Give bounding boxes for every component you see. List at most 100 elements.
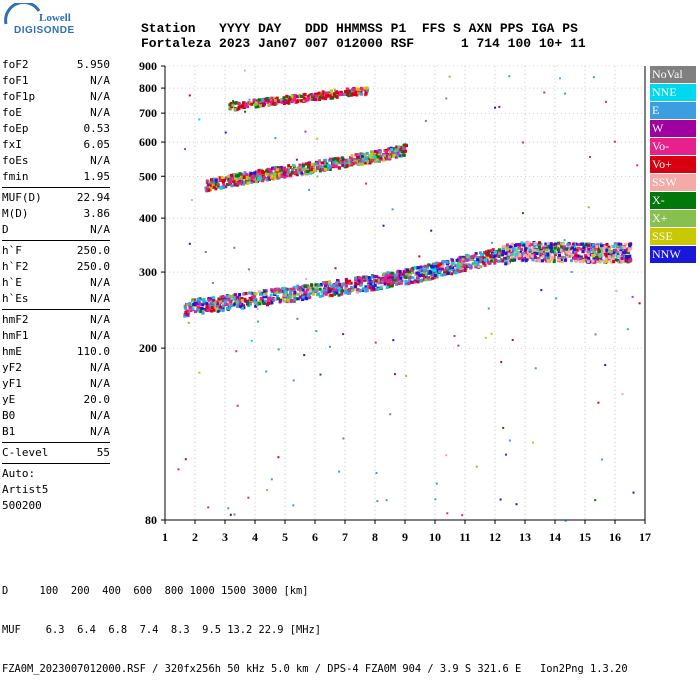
echo-dot-f1 [226,307,229,310]
echo-dot-f1 [228,306,232,310]
echo-dot-f1 [396,278,400,282]
echo-dot-f1 [203,300,207,304]
echo-dot-f1 [487,261,491,265]
echo-dot-f2 [242,182,246,185]
echo-dot-f1 [502,244,506,248]
echo-dot-f1 [435,268,439,272]
echo-dot-f1 [452,262,456,266]
echo-dot-f1 [375,287,379,291]
echo-dot-noise [597,401,600,404]
echo-dot-f2 [233,183,237,187]
echo-dot-f1 [407,282,411,286]
echo-dot-f1 [237,303,240,307]
echo-dot-noise [184,148,187,151]
echo-dot-f1 [439,262,443,266]
echo-dot-f2 [273,175,277,179]
echo-dot-f1 [434,264,438,268]
echo-dot-f1 [301,297,305,301]
echo-dot-f1 [212,308,216,312]
echo-dot-f1 [194,303,197,307]
echo-dot-f1 [487,251,490,255]
echo-dot-f2 [210,184,213,188]
echo-dot-f1 [619,249,623,253]
echo-dot-f1 [545,248,549,252]
echo-dot-f1 [210,309,214,313]
echo-dot-f1 [537,245,541,249]
echo-dot-noise [391,208,394,211]
echo-dot-f2 [222,183,226,187]
echo-dot-f1 [299,289,303,293]
echo-dot-f1 [236,305,239,308]
echo-dot-noise [256,307,259,310]
echo-dot-f2 [318,159,321,163]
echo-dot-f1 [282,286,286,290]
echo-dot-f1 [462,263,466,267]
echo-dot-f1 [520,255,523,259]
echo-dot-f1 [605,248,609,252]
echo-dot-f1 [440,264,444,268]
echo-dot-f2 [389,153,393,156]
echo-dot-f1 [262,289,266,293]
echo-dot-f1 [524,247,528,251]
echo-dot-f1 [565,251,569,255]
echo-dot-f3 [296,100,300,104]
echo-dot-f2 [306,170,310,173]
echo-dot-f2 [339,161,343,165]
param-row: hmF1 N/A [2,328,110,344]
echo-dot-f1 [569,252,573,256]
echo-dot-f1 [375,275,379,279]
param-row: B1 N/A [2,424,110,440]
echo-dot-f1 [210,306,214,310]
echo-dot-f1 [494,250,498,254]
param-label: h`F2 [2,260,29,273]
echo-dot-f1 [610,260,614,264]
echo-dot-f3 [280,98,284,102]
echo-dot-f1 [582,244,586,248]
echo-dot-f1 [198,302,202,306]
echo-dot-f2 [314,162,318,166]
echo-dot-f1 [399,281,403,285]
echo-dot-f1 [384,274,388,278]
echo-dot-f1 [246,302,249,306]
echo-dot-f1 [292,294,296,298]
echo-dot-f1 [300,291,304,295]
echo-dot-f2 [336,159,340,163]
echo-dot-f1 [277,297,280,301]
echo-dot-f1 [546,252,550,256]
echo-dot-f2 [291,168,295,171]
echo-dot-f1 [275,295,279,298]
echo-dot-f1 [475,260,479,264]
echo-dot-f1 [304,290,308,294]
echo-dot-f1 [503,256,507,260]
echo-dot-noise [305,278,308,280]
echo-dot-f1 [322,291,326,295]
echo-dot-f1 [474,265,478,269]
echo-dot-f2 [217,185,221,189]
echo-dot-f2 [232,180,236,184]
echo-dot-noise [191,199,193,201]
echo-dot-f2 [262,171,265,174]
echo-dot-f1 [518,243,521,246]
echo-dot-f1 [453,271,457,274]
echo-dot-f2 [334,165,338,169]
echo-dot-f1 [420,269,424,273]
param-row: C-level 55 [2,445,110,461]
echo-dot-f1 [229,301,233,305]
legend-item-nnw: NNW [650,246,696,263]
echo-dot-f3 [272,102,275,106]
echo-dot-f1 [308,285,312,289]
echo-dot-f1 [485,256,489,259]
echo-dot-f1 [540,250,544,253]
echo-dot-f2 [246,181,250,185]
echo-dot-f1 [364,287,368,291]
echo-dot-f1 [506,259,510,263]
echo-dot-f2 [229,179,233,183]
echo-dot-f1 [221,302,225,306]
echo-dot-f1 [607,247,611,251]
echo-dot-f2 [218,179,222,182]
echo-dot-f1 [238,295,242,299]
echo-dot-f1 [379,279,383,283]
echo-dot-f1 [213,301,217,305]
echo-dot-f1 [587,256,591,260]
echo-dot-f1 [505,243,509,247]
